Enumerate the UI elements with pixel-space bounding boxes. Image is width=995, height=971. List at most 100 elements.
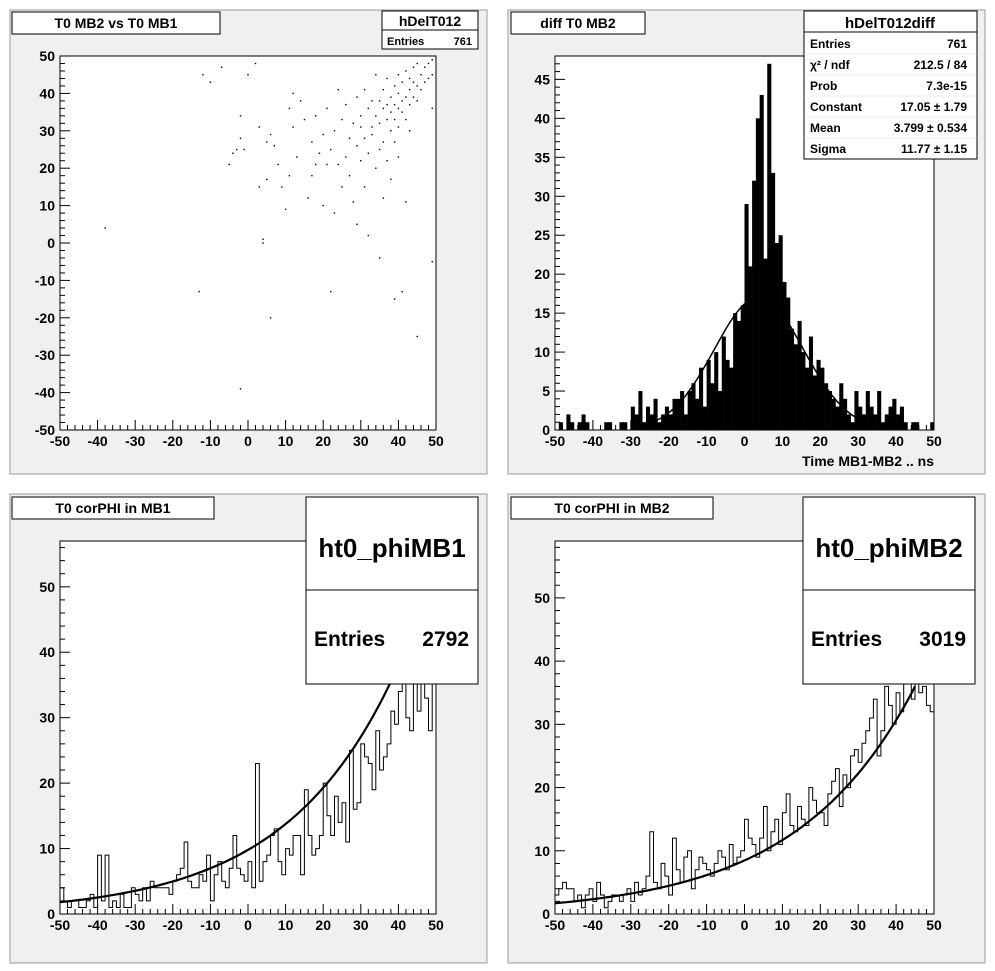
scatter-point <box>266 178 268 181</box>
scatter-point <box>393 103 396 106</box>
pad-scatter: -50 -40 -30 -20 -10 0 10 20 30 40 50 -50-40-30-20-… <box>9 9 488 475</box>
y-tick-label: 40 <box>534 110 550 126</box>
scatter-point <box>408 103 411 106</box>
scatter-point <box>360 115 362 117</box>
y-tick-label: 30 <box>39 710 55 726</box>
scatter-point <box>393 85 396 87</box>
histogram-bar <box>680 391 685 430</box>
scatter-point <box>371 126 373 128</box>
x-tick-label: 30 <box>353 917 369 933</box>
scatter-point <box>198 290 200 293</box>
scatter-point <box>333 130 336 132</box>
histogram-bar <box>854 391 859 430</box>
stats-box: ht0_phiMB1 Entries 2792 <box>305 496 479 685</box>
x-axis-label: Time MB1-MB2 .. ns <box>802 453 934 469</box>
y-tick-label: 10 <box>534 344 550 360</box>
x-tick-label: -10 <box>200 433 220 449</box>
x-tick-label: -50 <box>545 917 565 933</box>
scatter-point <box>311 141 313 143</box>
histogram-bar <box>778 235 783 430</box>
scatter-point <box>330 148 332 151</box>
scatter-point <box>405 70 407 72</box>
x-axis: -50 -40 -30 -20 -10 0 10 20 30 40 50 <box>545 904 942 933</box>
scatter-point <box>420 74 422 76</box>
stats-label: Constant <box>810 100 862 114</box>
scatter-point <box>427 77 430 80</box>
y-tick-label: 30 <box>534 188 550 204</box>
pad-title: T0 corPHI in MB2 <box>554 500 669 516</box>
x-tick-label: -40 <box>583 433 603 449</box>
scatter-point <box>348 137 351 139</box>
x-tick-label: -30 <box>125 917 145 933</box>
scatter-point <box>371 133 373 136</box>
scatter-point <box>296 156 298 158</box>
stats-box: ht0_phiMB2 Entries 3019 <box>802 496 976 685</box>
stats-name: ht0_phiMB2 <box>815 533 962 563</box>
histogram-bar <box>683 414 688 430</box>
scatter-point <box>420 88 422 91</box>
scatter-point <box>273 145 276 147</box>
scatter-points <box>104 59 433 390</box>
histogram-bar <box>903 422 908 430</box>
x-tick-label: -20 <box>659 433 679 449</box>
histogram-bar <box>797 320 802 430</box>
y-tick-label: 25 <box>534 227 550 243</box>
scatter-point <box>382 197 385 199</box>
histogram-bar <box>888 406 893 430</box>
x-axis: -50 -40 -30 -20 -10 0 10 20 30 40 50 <box>545 420 942 449</box>
scatter-point <box>277 163 279 166</box>
histogram-bar <box>782 281 787 430</box>
histogram-bar <box>865 391 870 430</box>
x-tick-label: -10 <box>200 917 220 933</box>
x-tick-label: 20 <box>315 917 331 933</box>
y-tick-label: 50 <box>39 48 55 64</box>
y-tick-label: -10 <box>35 272 55 288</box>
scatter-point <box>431 59 433 61</box>
scatter-point <box>401 81 403 83</box>
scatter-point <box>401 290 403 293</box>
scatter-point <box>322 204 324 207</box>
pad-corphi-mb1: -50 -40 -30 -20 -10 0 10 20 30 40 50 0 10 20 30 40 50 T… <box>9 493 488 964</box>
scatter-point <box>408 77 411 80</box>
scatter-point <box>220 66 223 68</box>
y-tick-label: 0 <box>47 906 55 922</box>
pad-corphi-mb2: -50 -40 -30 -20 -10 0 10 20 30 40 50 0 10 20 30 40 50 T… <box>507 493 986 964</box>
x-tick-label: 50 <box>926 433 942 449</box>
scatter-point <box>375 115 377 117</box>
histogram-bar <box>831 398 836 430</box>
x-axis: -50 -40 -30 -20 -10 0 10 20 30 40 50 <box>50 420 444 449</box>
x-tick-label: -10 <box>696 433 716 449</box>
x-tick-label: -20 <box>659 917 679 933</box>
scatter-point <box>330 290 332 293</box>
title-box <box>510 11 646 35</box>
scatter-point <box>393 118 396 121</box>
x-tick-label: 40 <box>391 433 407 449</box>
scatter-point <box>363 137 366 139</box>
x-tick-label: 10 <box>775 917 791 933</box>
x-tick-label: 30 <box>353 433 369 449</box>
x-tick-label: -40 <box>87 917 107 933</box>
histogram-bar <box>896 414 901 430</box>
scatter-point <box>416 85 418 87</box>
histogram-bar <box>752 180 757 430</box>
scatter-point <box>292 92 294 95</box>
x-tick-label: 50 <box>428 917 444 933</box>
scatter-point <box>367 152 370 154</box>
scatter-point <box>356 96 358 98</box>
scatter-point <box>371 100 373 102</box>
histogram-bar <box>702 406 707 430</box>
scatter-point <box>424 66 426 68</box>
histogram-outline <box>59 638 436 914</box>
y-tick-label: 0 <box>47 235 55 251</box>
stats-label: χ² / ndf <box>810 58 851 72</box>
x-tick-label: 40 <box>888 917 904 933</box>
x-tick-label: 40 <box>888 433 904 449</box>
stats-value: 2792 <box>422 628 469 651</box>
scatter-point <box>397 74 400 76</box>
scatter-point <box>356 223 358 225</box>
stats-label: Entries <box>387 36 424 48</box>
histogram-bar <box>740 305 745 430</box>
stats-value: 212.5 / 84 <box>914 58 968 72</box>
scatter-point <box>228 163 230 166</box>
scatter-point <box>269 317 272 319</box>
